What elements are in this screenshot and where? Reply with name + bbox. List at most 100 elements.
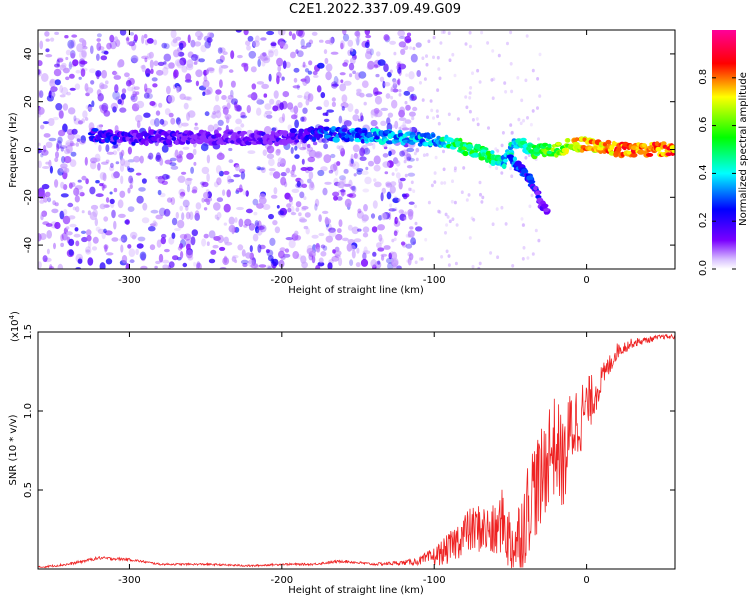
noise-point [64,35,69,39]
noise-point [398,209,404,214]
noise-point [71,128,78,135]
trace-point [154,134,161,139]
noise-point [294,145,298,151]
noise-point [496,149,500,153]
noise-point [391,172,395,176]
noise-point [128,175,134,184]
noise-point [164,248,170,253]
noise-point [348,192,357,199]
noise-point [256,99,265,105]
trace-point [174,139,179,145]
trace-point [341,128,348,133]
noise-point [536,106,539,110]
noise-point [357,208,362,214]
noise-point [128,248,136,257]
noise-point [347,39,354,47]
noise-point [127,159,135,163]
noise-point [96,33,102,38]
noise-point [336,228,342,234]
noise-point [455,223,459,227]
noise-point [255,226,260,234]
noise-point [409,187,413,192]
noise-point [219,79,223,88]
noise-point [288,196,293,203]
noise-point [381,187,386,194]
noise-point [398,126,402,131]
noise-point [187,34,191,44]
noise-point [73,115,77,122]
noise-point [393,230,398,237]
noise-point [59,145,68,149]
noise-point [477,266,481,269]
noise-point [526,116,529,120]
noise-point [99,183,104,187]
noise-point [130,177,134,186]
noise-point [260,37,267,41]
noise-point [127,244,132,249]
noise-point [143,112,151,118]
noise-point [272,105,279,112]
noise-point [144,83,148,92]
noise-point [439,41,443,45]
noise-point [526,256,530,260]
noise-point [338,189,346,194]
noise-point [516,76,520,80]
noise-point [266,30,275,36]
noise-point [296,181,301,188]
noise-point [127,167,135,173]
noise-point [67,132,75,141]
noise-point [79,50,87,60]
noise-point [451,179,454,183]
noise-point [350,47,354,52]
noise-point [447,31,451,35]
noise-point [465,198,469,202]
noise-point [407,86,415,93]
noise-point [419,81,422,85]
noise-point [320,251,327,257]
noise-point [206,241,210,246]
noise-point [261,83,269,89]
noise-point [187,255,194,261]
noise-point [109,191,113,195]
noise-point [136,195,144,204]
noise-point [382,80,386,89]
noise-point [534,228,538,233]
noise-point [235,118,243,125]
noise-point [151,77,158,82]
noise-point [258,264,267,268]
noise-point [538,52,542,57]
noise-point [354,30,360,37]
noise-point [249,245,253,253]
noise-point [342,237,349,242]
trace-point [503,158,508,163]
noise-point [99,203,106,210]
noise-point [510,174,514,178]
noise-point [347,224,353,231]
noise-point [267,266,272,269]
noise-point [347,49,353,56]
noise-point [318,257,324,264]
noise-point [256,107,262,116]
noise-point [116,146,121,152]
noise-point [359,112,363,120]
noise-point [302,61,306,68]
noise-point [287,207,292,213]
noise-point [289,199,293,206]
noise-point [495,166,499,170]
noise-point [325,71,332,81]
noise-point [61,156,66,164]
noise-point [517,117,521,122]
noise-point [290,169,295,176]
noise-point [225,116,230,124]
noise-point [44,31,50,37]
noise-point [490,78,494,82]
noise-point [227,94,234,100]
noise-point [256,166,262,171]
noise-point [67,39,75,49]
noise-point [277,161,282,168]
y-tick-label: 0.5 [23,482,34,498]
noise-point [95,226,101,232]
noise-point [358,71,367,79]
noise-point [42,255,48,263]
noise-point [44,191,51,198]
